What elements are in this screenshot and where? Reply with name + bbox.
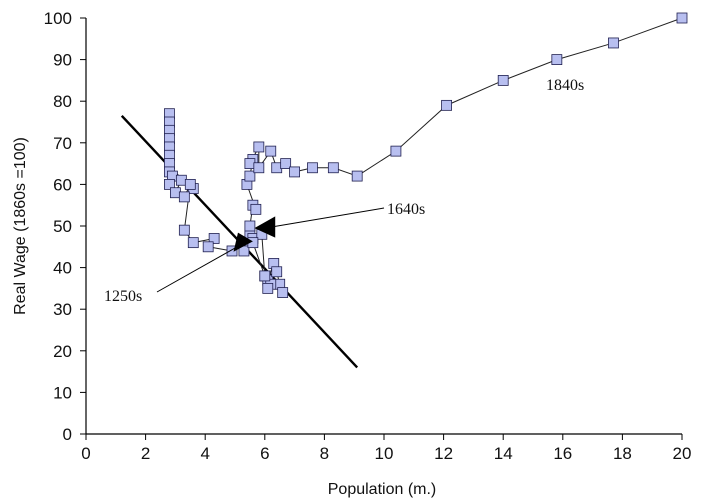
x-axis-title: Population (m.)	[328, 481, 437, 498]
y-tick-label: 60	[53, 175, 72, 194]
data-point	[441, 99, 452, 111]
data-point	[271, 266, 283, 278]
y-tick-label: 10	[53, 383, 72, 402]
y-tick-label: 50	[53, 217, 72, 236]
leader-line-1640s	[264, 207, 385, 229]
data-point	[676, 12, 688, 24]
data-point	[208, 233, 220, 244]
x-tick-label: 14	[494, 444, 513, 463]
data-point	[390, 145, 402, 157]
data-point	[175, 174, 187, 186]
data-point	[551, 54, 563, 65]
data-point	[280, 158, 292, 170]
data-point	[497, 75, 509, 86]
data-point	[277, 287, 289, 298]
data-point	[244, 220, 256, 232]
leader-line-1250s	[156, 244, 242, 293]
y-tick-label: 40	[53, 259, 72, 278]
data-point	[226, 245, 238, 257]
data-point	[164, 178, 175, 190]
data-point	[178, 191, 190, 203]
annotation-layer	[156, 207, 385, 293]
data-point	[265, 145, 277, 157]
y-axis-title: Real Wage (1860s =100)	[12, 137, 29, 315]
arrowhead-1250s	[233, 232, 253, 252]
y-tick-label: 90	[53, 51, 72, 70]
data-point	[244, 158, 256, 170]
data-point	[184, 178, 196, 190]
data-point	[244, 170, 256, 182]
data-point	[169, 187, 181, 199]
series-layer	[164, 12, 688, 298]
data-point	[178, 224, 190, 236]
x-tick-label: 2	[141, 444, 150, 463]
data-point	[351, 170, 363, 182]
arrowhead-1640s	[254, 216, 276, 238]
annotation-1250s: 1250s	[104, 288, 142, 305]
x-tick-label: 8	[320, 444, 329, 463]
x-tick-label: 20	[673, 444, 692, 463]
data-point	[253, 141, 265, 153]
x-tick-label: 18	[613, 444, 632, 463]
data-point	[608, 37, 619, 49]
x-tick-label: 10	[375, 444, 394, 463]
x-tick-label: 12	[434, 444, 453, 463]
data-point	[271, 162, 283, 174]
data-point	[259, 270, 271, 282]
annotation-1640s: 1640s	[387, 201, 425, 218]
x-tick-label: 6	[260, 444, 269, 463]
data-point	[253, 162, 265, 174]
y-tick-label: 20	[53, 342, 72, 361]
y-tick-label: 70	[53, 134, 72, 153]
annotation-1840s: 1840s	[546, 77, 584, 94]
data-point	[307, 162, 318, 174]
data-point	[327, 162, 339, 174]
data-point	[250, 203, 262, 215]
axes: 0 2 4 6 8 10 12 14 16 18 20 0 10 20 30 40 50 60 70 80 90 100	[44, 9, 692, 463]
y-tick-label: 100	[44, 9, 72, 28]
data-point	[187, 237, 199, 249]
data-point	[202, 241, 214, 253]
y-tick-label: 0	[63, 425, 72, 444]
y-tick-label: 80	[53, 92, 72, 111]
x-tick-label: 16	[553, 444, 572, 463]
data-point	[262, 282, 274, 294]
data-point	[289, 166, 301, 178]
y-tick-label: 30	[53, 300, 72, 319]
x-tick-label: 0	[81, 444, 90, 463]
x-tick-label: 4	[200, 444, 209, 463]
